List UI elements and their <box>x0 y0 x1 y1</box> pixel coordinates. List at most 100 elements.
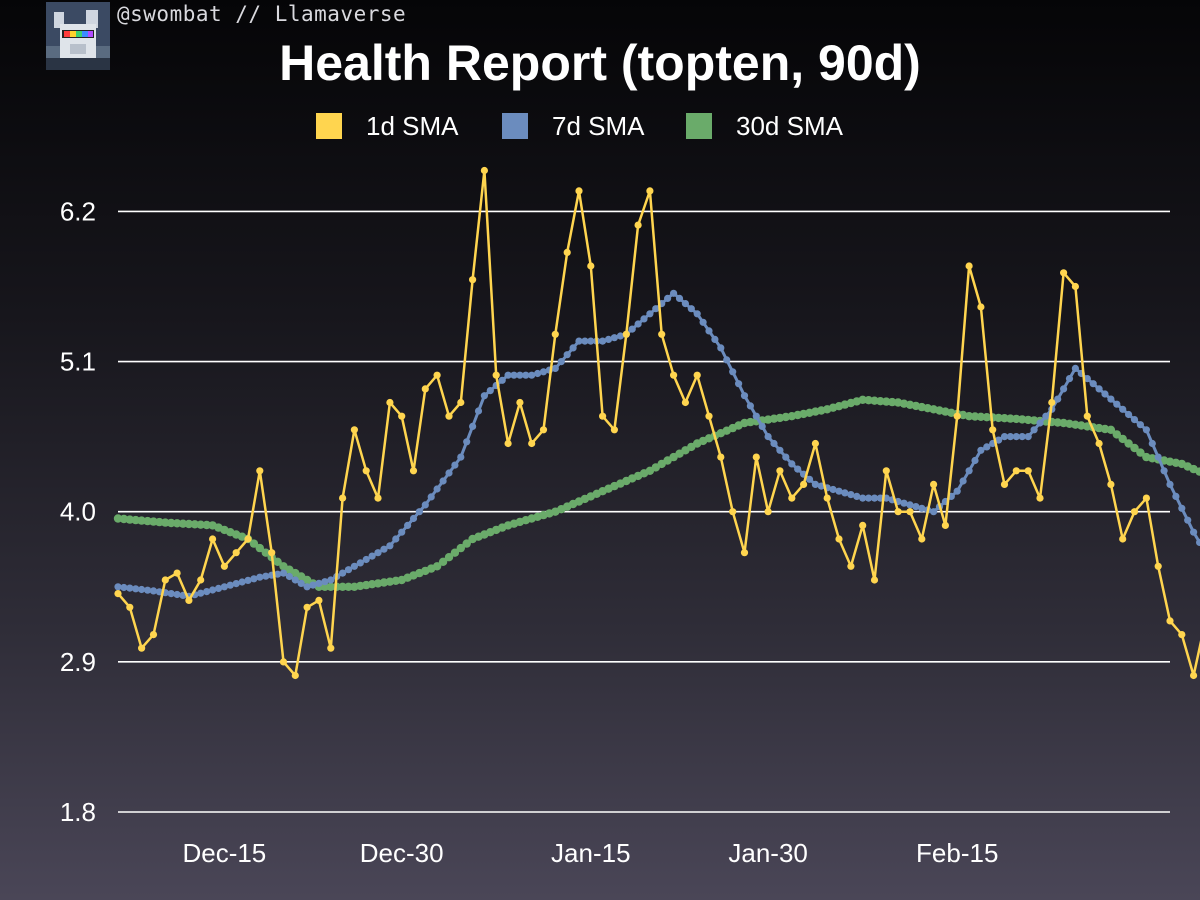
data-point-30d-sma <box>994 413 1003 423</box>
data-point-1d-sma <box>1060 269 1068 277</box>
data-point-1d-sma <box>1178 631 1186 639</box>
data-point-7d-sma <box>315 579 323 588</box>
data-point-7d-sma <box>114 583 122 591</box>
data-point-1d-sma <box>776 467 784 475</box>
data-point-1d-sma <box>563 248 571 256</box>
data-point-7d-sma <box>1095 385 1103 393</box>
data-point-7d-sma <box>1042 412 1050 420</box>
data-point-30d-sma <box>137 516 146 525</box>
data-point-1d-sma <box>575 187 583 195</box>
data-point-1d-sma <box>989 426 997 434</box>
data-point-1d-sma <box>705 412 713 420</box>
data-point-7d-sma <box>344 566 353 574</box>
data-point-7d-sma <box>859 494 867 502</box>
data-point-30d-sma <box>456 543 465 553</box>
data-point-7d-sma <box>687 305 695 313</box>
data-point-7d-sma <box>670 289 678 297</box>
data-point-7d-sma <box>551 364 559 372</box>
data-point-1d-sma <box>894 508 902 516</box>
data-point-7d-sma <box>469 422 477 430</box>
y-tick-label: 4.0 <box>60 497 96 527</box>
data-point-7d-sma <box>575 337 583 345</box>
data-point-1d-sma <box>1107 480 1115 488</box>
legend-swatch-1d-sma <box>316 113 342 139</box>
data-point-7d-sma <box>1083 375 1091 383</box>
data-point-7d-sma <box>427 493 435 501</box>
data-point-1d-sma <box>1119 535 1127 543</box>
data-point-7d-sma <box>539 368 548 376</box>
data-point-1d-sma <box>1095 439 1103 448</box>
data-point-7d-sma <box>865 494 873 502</box>
data-point-1d-sma <box>268 549 276 557</box>
data-point-1d-sma <box>173 569 181 577</box>
author-handle: @swombat // Llamaverse <box>117 2 407 26</box>
data-point-1d-sma <box>350 426 358 434</box>
data-point-7d-sma <box>1006 433 1015 441</box>
data-point-30d-sma <box>1112 430 1122 439</box>
data-point-7d-sma <box>321 578 329 586</box>
legend-swatch-30d-sma <box>686 113 712 139</box>
data-point-1d-sma <box>835 535 843 543</box>
data-point-7d-sma <box>1036 419 1044 427</box>
data-point-7d-sma <box>906 501 914 509</box>
data-point-30d-sma <box>450 548 460 557</box>
data-point-7d-sma <box>711 335 719 343</box>
data-point-30d-sma <box>178 519 188 528</box>
data-point-7d-sma <box>1054 395 1062 403</box>
data-point-30d-sma <box>255 543 264 553</box>
data-point-1d-sma <box>374 494 382 502</box>
data-point-7d-sma <box>604 335 613 343</box>
data-point-30d-sma <box>196 520 205 529</box>
data-point-7d-sma <box>214 584 223 593</box>
data-point-7d-sma <box>126 584 134 592</box>
legend-label-30d-sma: 30d SMA <box>736 110 843 141</box>
data-point-1d-sma <box>1048 398 1056 407</box>
data-point-7d-sma <box>1065 375 1074 383</box>
data-point-7d-sma <box>362 555 370 564</box>
data-point-7d-sma <box>628 325 636 333</box>
data-point-1d-sma <box>870 576 879 584</box>
data-point-30d-sma <box>432 562 442 571</box>
data-point-7d-sma <box>699 318 707 326</box>
data-point-7d-sma <box>693 310 701 318</box>
data-point-7d-sma <box>752 412 760 420</box>
data-point-7d-sma <box>457 453 465 461</box>
data-point-7d-sma <box>995 436 1003 444</box>
data-point-7d-sma <box>1012 433 1020 441</box>
data-point-7d-sma <box>421 501 429 509</box>
data-point-7d-sma <box>220 583 228 591</box>
data-point-7d-sma <box>433 485 441 493</box>
data-point-7d-sma <box>339 569 347 577</box>
data-point-7d-sma <box>510 371 518 379</box>
y-tick-label: 5.1 <box>60 347 96 377</box>
data-point-7d-sma <box>203 588 211 596</box>
legend-item-1d-sma: 1d SMA <box>316 108 459 144</box>
data-point-30d-sma <box>1195 467 1200 476</box>
data-point-1d-sma <box>362 467 370 475</box>
data-point-7d-sma <box>953 487 961 495</box>
data-point-1d-sma <box>740 549 749 557</box>
data-point-7d-sma <box>1060 385 1068 393</box>
x-tick-label: Jan-30 <box>728 838 808 868</box>
data-point-7d-sma <box>1130 416 1139 424</box>
data-point-7d-sma <box>350 562 358 570</box>
data-point-1d-sma <box>658 330 666 338</box>
x-tick-label: Dec-30 <box>360 838 444 868</box>
data-point-7d-sma <box>250 575 258 583</box>
data-point-1d-sma <box>622 330 630 338</box>
data-point-7d-sma <box>776 446 784 454</box>
series-lines <box>113 166 1200 680</box>
data-point-7d-sma <box>1107 395 1115 403</box>
data-point-7d-sma <box>368 552 376 560</box>
x-tick-label: Jan-15 <box>551 838 631 868</box>
data-point-1d-sma <box>256 467 264 475</box>
data-point-7d-sma <box>652 305 660 313</box>
x-tick-label: Dec-15 <box>182 838 266 868</box>
data-point-1d-sma <box>469 276 477 284</box>
chart-title: Health Report (topten, 90d) <box>279 35 921 91</box>
data-point-1d-sma <box>811 439 820 448</box>
data-point-1d-sma <box>693 371 701 379</box>
data-point-7d-sma <box>770 439 778 448</box>
data-point-30d-sma <box>1018 415 1027 424</box>
